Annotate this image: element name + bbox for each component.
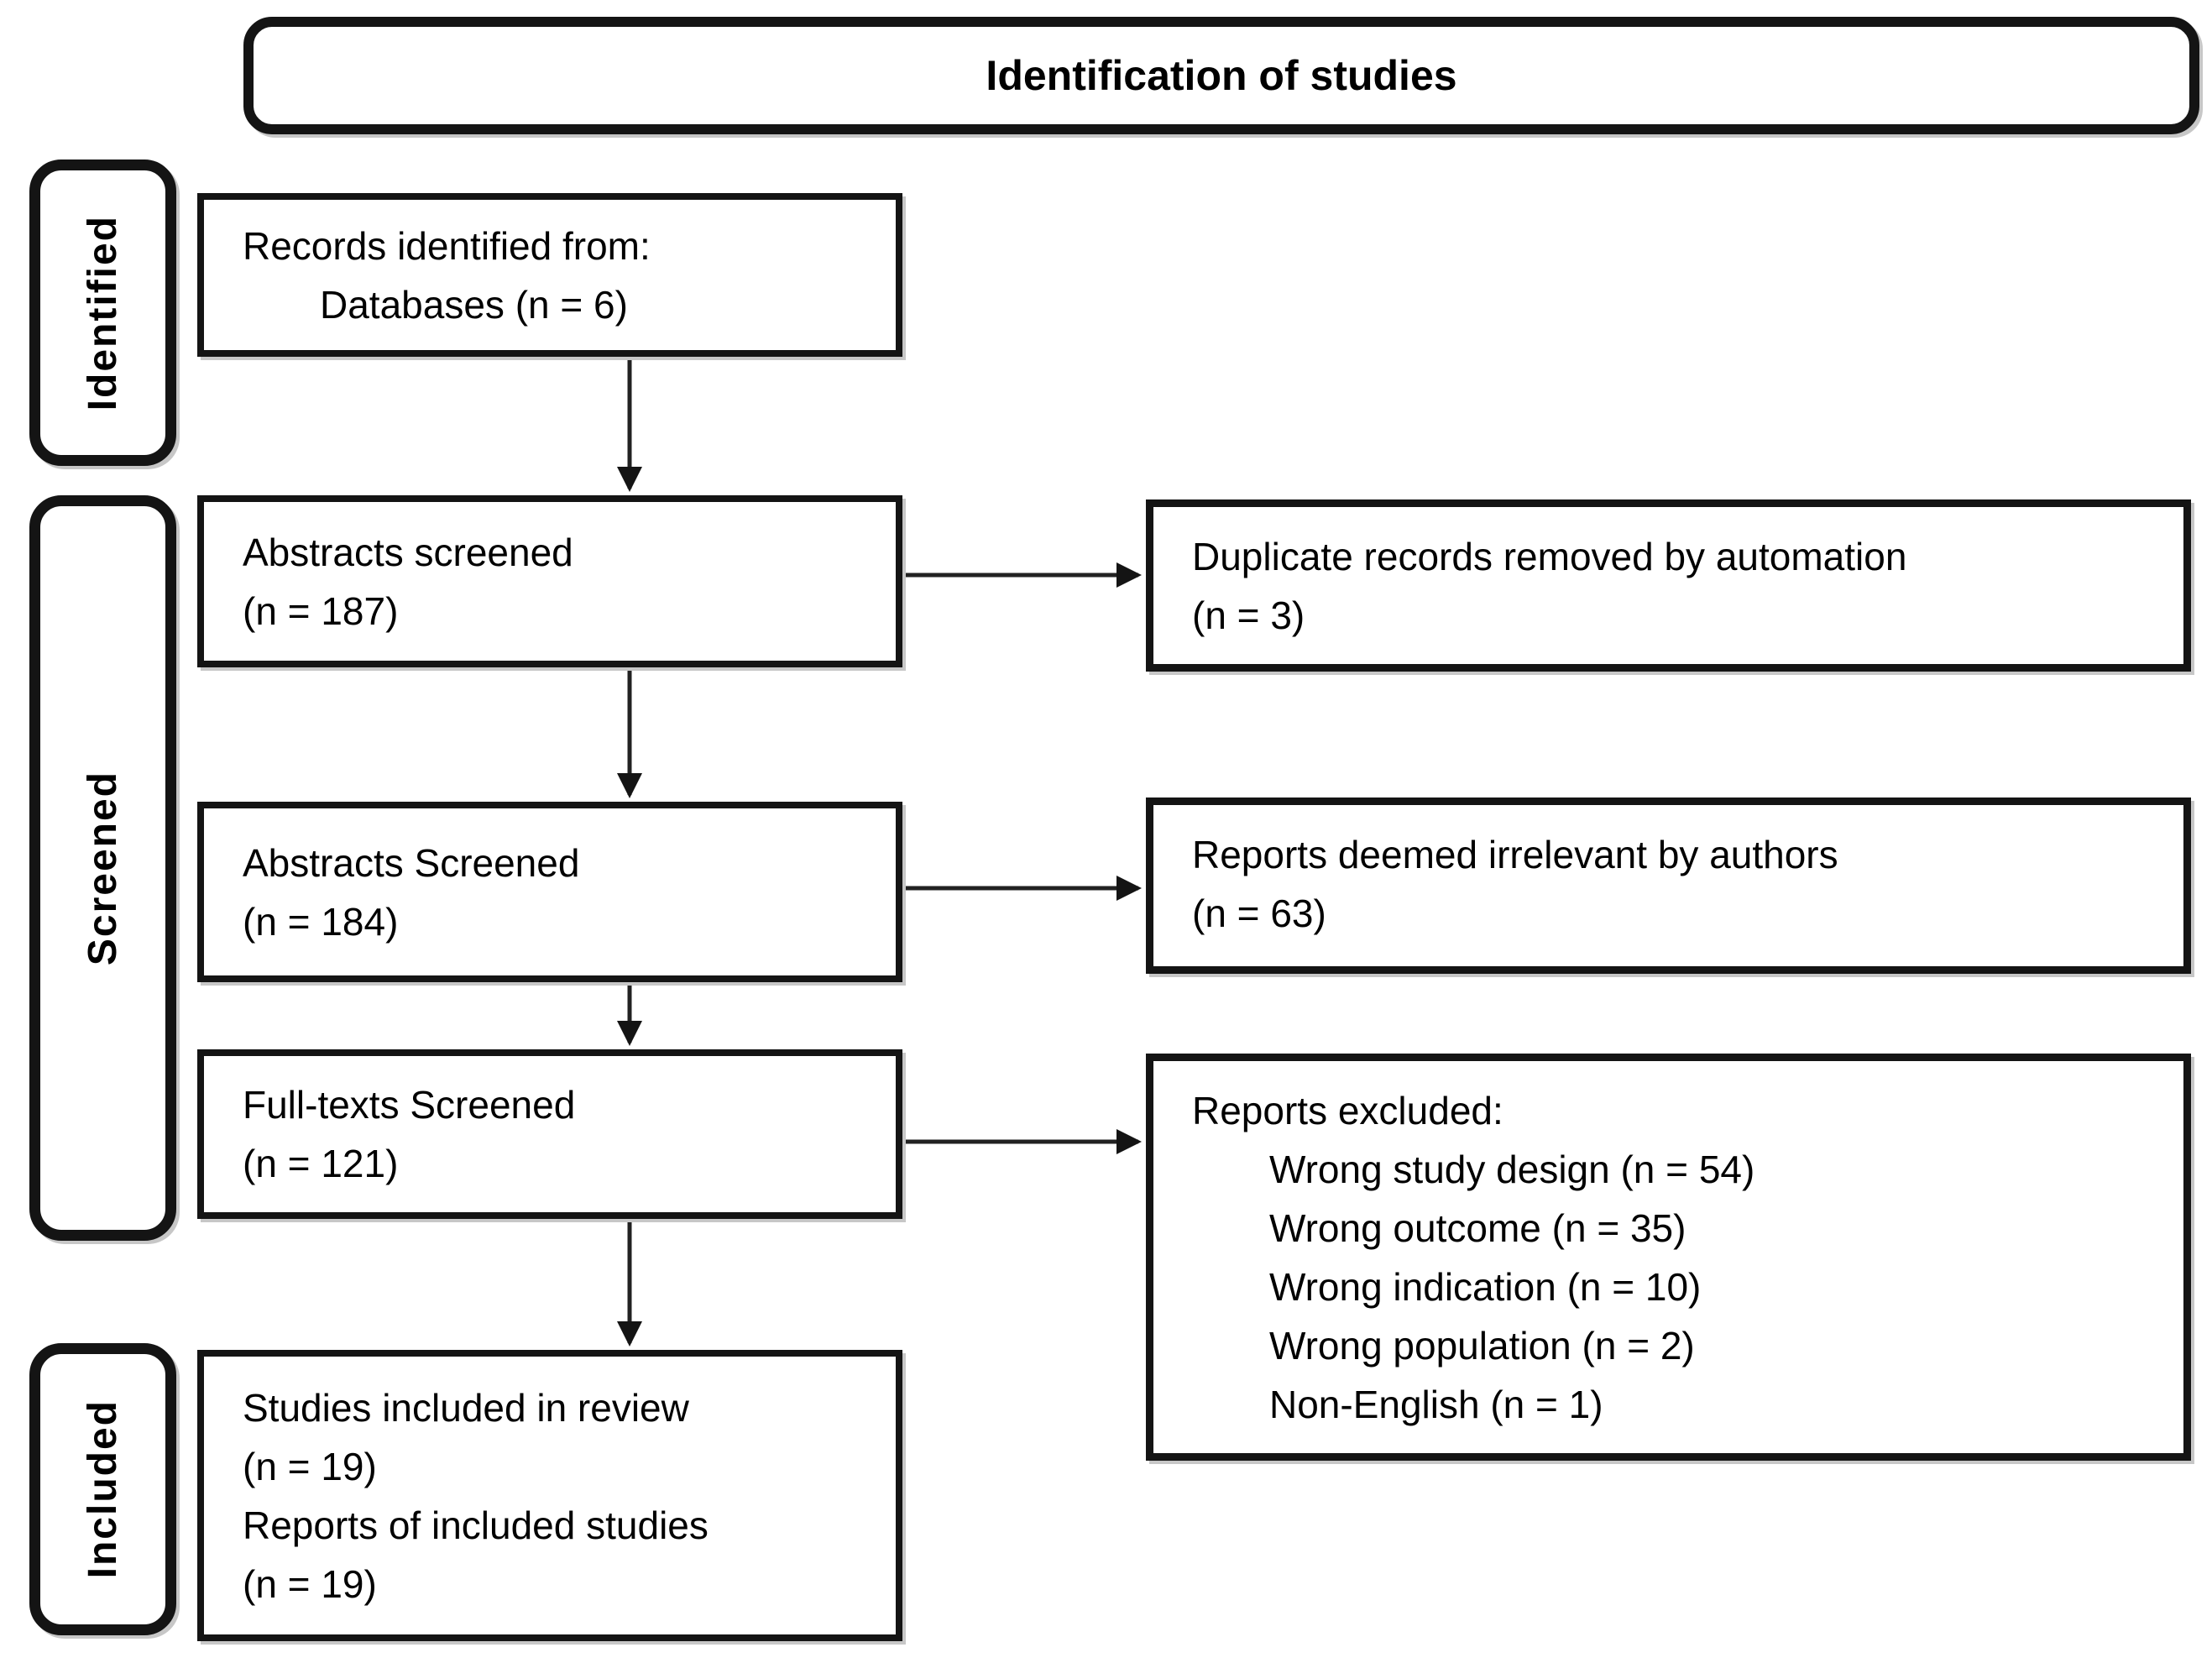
text-line: Reports deemed irrelevant by authors [1192, 833, 1838, 876]
abstracts-screened-2-box: Abstracts Screened (n = 184) [197, 802, 902, 982]
full-texts-screened-box: Full-texts Screened (n = 121) [197, 1049, 902, 1219]
text-line: (n = 19) [243, 1444, 377, 1488]
records-identified-box: Records identified from: Databases (n = … [197, 193, 902, 357]
text-line: Abstracts screened [243, 530, 573, 574]
text-line: Non-English (n = 1) [1269, 1383, 1603, 1426]
stage-box-included: Included [29, 1343, 176, 1635]
stage-box-identified: Identified [29, 160, 176, 466]
text-line: (n = 19) [243, 1561, 377, 1606]
text-line: Reports excluded: [1192, 1089, 1503, 1132]
text-line: (n = 3) [1192, 594, 1305, 637]
text-line: Reports of included studies [243, 1503, 709, 1547]
text-line: (n = 63) [1192, 892, 1326, 935]
text-line: Abstracts Screened [243, 840, 580, 885]
text-line: Studies included in review [243, 1385, 689, 1430]
stage-label-identified: Identified [81, 214, 125, 411]
stage-box-screened: Screened [29, 495, 176, 1241]
text-line: Wrong study design (n = 54) [1269, 1148, 1755, 1191]
text-line: Databases (n = 6) [320, 282, 628, 327]
abstracts-screened-box: Abstracts screened (n = 187) [197, 495, 902, 667]
text-line: Duplicate records removed by automation [1192, 535, 1907, 578]
text-line: (n = 121) [243, 1142, 399, 1185]
stage-label-screened: Screened [81, 770, 125, 966]
duplicates-removed-box: Duplicate records removed by automation … [1146, 499, 2191, 672]
included-studies-box: Studies included in review (n = 19) Repo… [197, 1350, 902, 1641]
stage-label-included: Included [81, 1399, 125, 1579]
text-line: (n = 184) [243, 899, 399, 944]
header-identification-of-studies: Identification of studies [243, 17, 2199, 134]
text-line: Records identified from: [243, 223, 651, 268]
text-line: Wrong outcome (n = 35) [1269, 1206, 1686, 1250]
irrelevant-reports-box: Reports deemed irrelevant by authors (n … [1146, 798, 2191, 974]
text-line: Full-texts Screened [243, 1083, 576, 1127]
diagram-title: Identification of studies [986, 52, 1457, 99]
reports-excluded-box: Reports excluded: Wrong study design (n … [1146, 1054, 2191, 1461]
text-line: Wrong indication (n = 10) [1269, 1265, 1702, 1309]
text-line: Wrong population (n = 2) [1269, 1324, 1695, 1368]
text-line: (n = 187) [243, 588, 399, 633]
